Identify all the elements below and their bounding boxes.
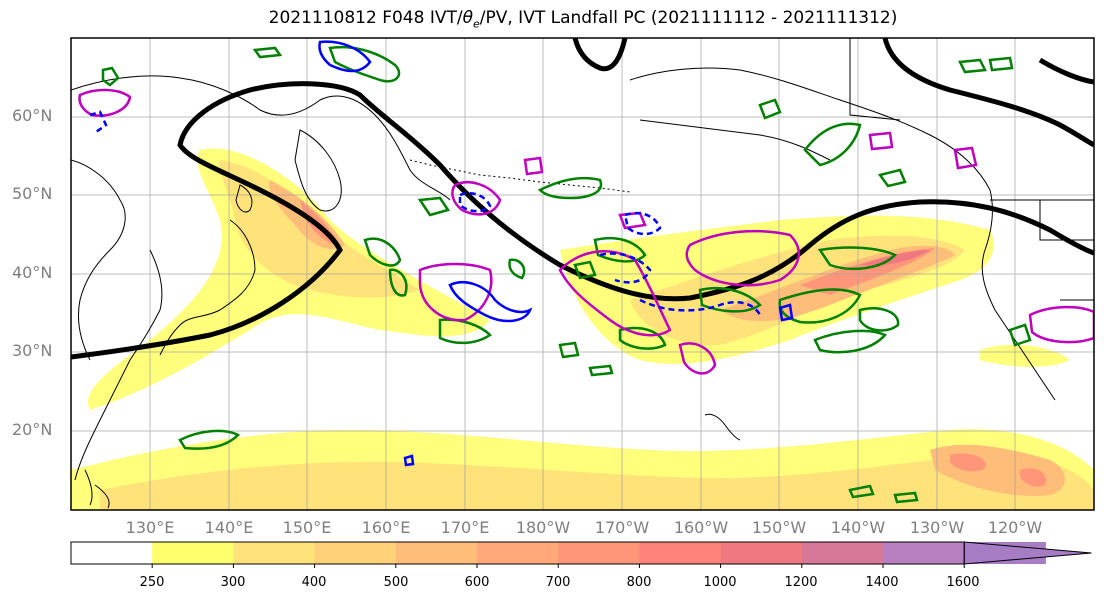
lon-label-150w: 150°W [751, 518, 807, 537]
colorbar-segment [395, 542, 478, 564]
colorbar-tick: 600 [464, 575, 490, 590]
colorbar-tick: 700 [545, 575, 571, 590]
lon-label-180w: 180°W [515, 518, 571, 537]
colorbar-segment [639, 542, 722, 564]
colorbar-segment [71, 542, 153, 564]
lon-label-170e: 170°E [440, 518, 490, 537]
lat-label-30n: 30°N [12, 341, 53, 360]
page-title: 2021110812 F048 IVT/θe/PV, IVT Landfall … [268, 8, 898, 31]
colorbar [70, 541, 1092, 568]
colorbar-tick: 300 [220, 575, 246, 590]
lon-label-130e: 130°E [125, 518, 175, 537]
lon-label-140w: 140°W [830, 518, 886, 537]
lat-label-60n: 60°N [12, 106, 53, 125]
colorbar-tick: 1200 [784, 575, 818, 590]
lat-label-20n: 20°N [12, 420, 53, 439]
lon-label-130w: 130°W [909, 518, 965, 537]
lon-label-140e: 140°E [204, 518, 254, 537]
colorbar-tick: 250 [139, 575, 165, 590]
colorbar-segment [152, 542, 234, 564]
colorbar-segment [558, 542, 640, 564]
colorbar-segment [720, 542, 803, 564]
lat-label-50n: 50°N [12, 184, 53, 203]
colorbar-segment [233, 542, 316, 564]
lon-label-120w: 120°W [987, 518, 1043, 537]
lon-label-170w: 170°W [594, 518, 650, 537]
map-frame [70, 37, 1095, 511]
colorbar-tick: 1600 [946, 575, 980, 590]
lon-label-160w: 160°W [673, 518, 729, 537]
colorbar-tick: 500 [383, 575, 409, 590]
magenta-contours [78, 88, 1094, 375]
lon-label-150e: 150°E [282, 518, 332, 537]
colorbar-segment [883, 542, 965, 564]
colorbar-tick: 1400 [865, 575, 899, 590]
black-contour [71, 38, 1094, 360]
colorbar-segment [801, 542, 884, 564]
colorbar-segment [477, 542, 559, 564]
colorbar-segment [314, 542, 397, 564]
coastlines [71, 38, 1094, 509]
blue-contours [89, 40, 794, 467]
colorbar-tick: 800 [626, 575, 652, 590]
colorbar-frame [70, 541, 965, 565]
lat-label-40n: 40°N [12, 263, 53, 282]
graticule [71, 38, 1094, 510]
lon-label-160e: 160°E [361, 518, 411, 537]
colorbar-tick: 400 [301, 575, 327, 590]
colorbar-tick: 1000 [703, 575, 737, 590]
